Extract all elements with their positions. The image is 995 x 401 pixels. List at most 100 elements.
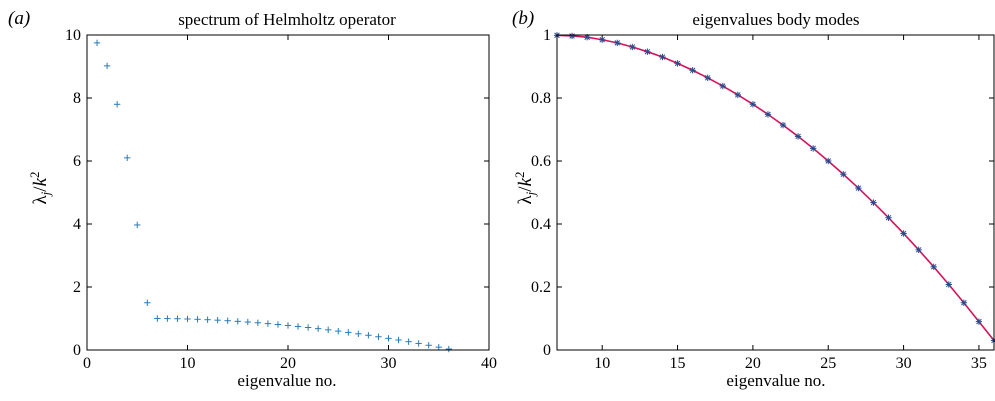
panel-b-data-point [689,67,696,74]
panel-b-xtick-label: 10 [594,355,610,372]
panel-a-data-point [314,325,322,332]
panel-b-data-point [779,121,787,129]
panel-b-data-point [599,36,606,43]
panel-b-data-point [749,101,757,108]
panel-b-ylabel-k: k [515,177,536,186]
panel-b-xtick-label: 25 [820,355,836,372]
panel-b-data-point [614,39,621,47]
panel-a: (a) spectrum of Helmholtz operator eigen… [8,8,497,390]
panel-b-ylabel-lambda: λ [515,195,536,205]
panel-b-xtick-label: 30 [896,355,912,372]
panel-b-data-point [734,91,742,99]
panel-b-data-point [764,111,772,118]
panel-b-data-point [583,34,591,41]
panel-b-data-point [870,199,877,206]
panel-a-ytick-label: 8 [73,90,81,107]
panel-a-data-point [204,316,211,323]
panel-a-xtick-label: 30 [381,355,397,372]
panel-b-axes-box [556,34,995,351]
panel-a-data-point [93,39,101,47]
panel-a-ytick-label: 2 [73,279,81,296]
panel-b-data-point [674,60,681,67]
panel-b-ytick-label: 0.8 [531,90,551,107]
panel-b-title: eigenvalues body modes [692,10,859,29]
panel-a-data-point [345,329,352,336]
panel-b-data-point [629,43,636,51]
panel-b-data-point [975,318,983,325]
panel-a-data-point [425,342,432,349]
panel-a-data-point [274,321,282,328]
panel-a-data-point [234,318,241,325]
panel-a-data-point [415,340,422,347]
panel-a-ytick-label: 6 [73,153,81,170]
panel-b-xtick-label: 20 [745,355,761,372]
panel-a-data-point [325,326,332,334]
panel-a-data-point [154,315,161,322]
panel-b-xtick-label: 35 [971,355,987,372]
panel-a-xtick-label: 0 [83,355,91,372]
panel-b-ytick-label: 1 [543,27,551,44]
panel-a-data-point [194,316,201,323]
panel-a-ylabel-slash: / [30,186,51,192]
panel-a-data-point [294,323,302,330]
panel-a-ylabel-lambda: λ [30,195,51,205]
panel-b-label: (b) [512,8,534,29]
panel-a-data-point [385,335,392,342]
panel-b-data-point [885,214,892,221]
panel-a-ylabel-k: k [30,177,51,186]
panel-b-data-point [825,157,832,165]
panel-a-data-point [144,299,151,306]
panel-a-data-point [184,315,191,323]
panel-a-ylabel: λj/k2 [27,171,53,204]
panel-b-ylabel: λj/k2 [512,171,538,204]
panel-a-ytick-label: 4 [73,216,81,233]
panel-b-ticks: 10 15 20 25 30 35 0 0.2 0.4 0.6 0.8 1 [531,27,994,372]
panel-b-data-point [809,145,817,152]
panel-a-data-point [284,322,292,329]
panel-b-data-point [794,133,802,140]
panel-b-series-line [556,34,995,342]
panel-b-data-point [960,299,968,306]
panel-a-xtick-label: 10 [180,355,196,372]
panel-a-data-point [395,336,402,344]
panel-b-data-point [719,82,726,90]
panel-b: (b) eigenvalues body modes eigenvalue no… [512,8,995,390]
panel-a-data-point [355,330,362,338]
panel-b-data-point [855,184,862,192]
panel-b-xlabel: eigenvalue no. [726,371,825,390]
panel-a-ylabel-sub: j [38,191,53,197]
panel-a-data-point [134,221,141,229]
panel-a-axes-box [86,34,490,351]
panel-b-data-point [644,48,651,55]
panel-a-data-point [375,333,382,340]
panel-a-xtick-label: 20 [280,355,296,372]
panel-a-ytick-label: 0 [73,342,81,359]
panel-a-data-point [174,315,181,322]
panel-a-data-point [264,320,272,327]
panel-b-ytick-label: 0.4 [531,216,551,233]
panel-b-data-point [659,53,666,61]
panel-b-data-point [915,246,922,254]
panel-b-ytick-label: 0.6 [531,153,551,170]
panel-a-title: spectrum of Helmholtz operator [178,10,396,29]
panel-a-data-point [164,315,171,322]
panel-b-data-point [945,281,952,288]
panel-a-data-point [435,343,442,351]
panel-a-data-point [214,316,221,324]
panel-b-ylabel-sub: j [523,191,538,197]
panel-b-data-point [840,171,847,178]
panel-a-data-point [124,154,131,162]
panel-a-ytick-label: 10 [65,27,81,44]
panel-a-label: (a) [8,8,30,29]
panel-a-ticks: 0 10 20 30 40 0 2 4 6 8 10 [65,27,497,372]
panel-a-data-point [224,317,231,324]
panel-a-data-point [445,345,452,353]
panel-b-data-point [568,32,576,40]
panel-a-data-point [304,324,312,331]
panel-b-data-point [704,74,711,82]
panel-a-marks [93,39,452,353]
panel-b-xtick-label: 15 [670,355,686,372]
panel-b-marks [553,32,995,344]
panel-a-data-point [113,101,121,108]
